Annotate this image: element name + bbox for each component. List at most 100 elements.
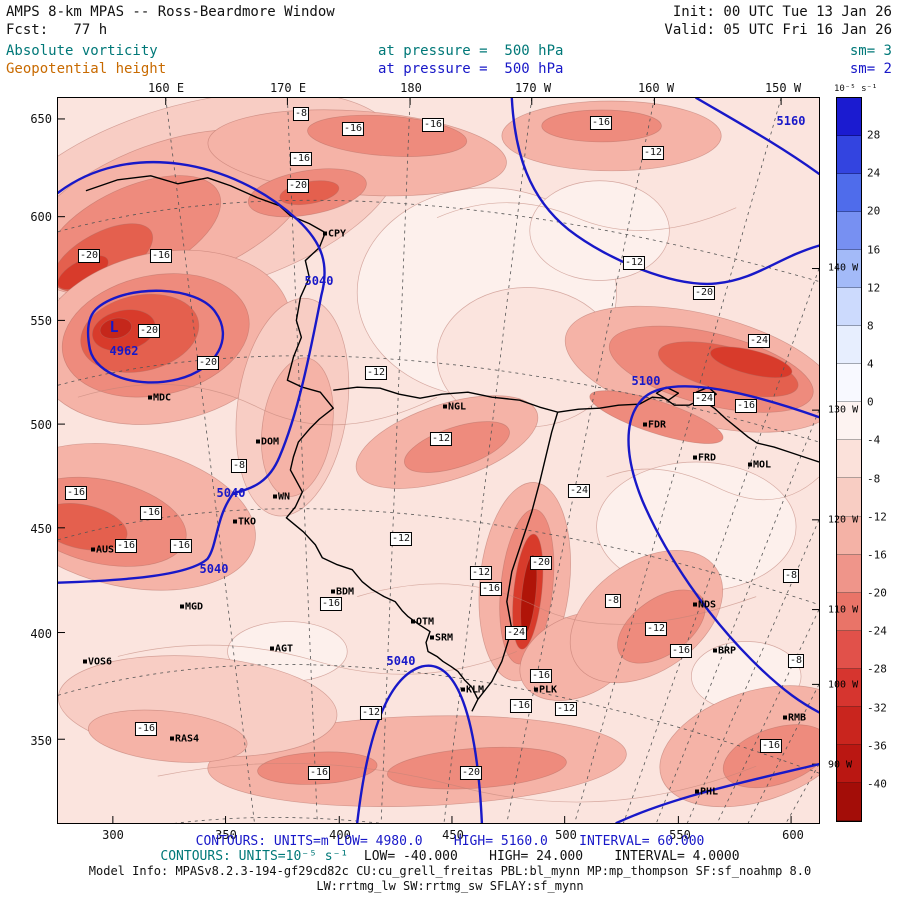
x-axis-top-tick: 170 W: [514, 81, 552, 95]
station-marker: OTM: [411, 617, 434, 628]
height-contour-label: 5040: [199, 562, 229, 576]
station-marker: AGT: [270, 644, 293, 655]
vorticity-contour-label: -16: [134, 722, 158, 736]
station-marker: NDS: [693, 600, 716, 611]
vorticity-contour-label: -24: [567, 484, 591, 498]
colorbar-segment: [837, 136, 861, 175]
y-axis-left-tick: 600: [30, 210, 52, 224]
colorbar-tick: 12: [867, 281, 881, 295]
axis-tick-marks: [58, 98, 819, 823]
colorbar-tick: 4: [867, 357, 874, 371]
y-axis-left-tick: 350: [30, 734, 52, 748]
vorticity-contour-label: -12: [622, 256, 646, 270]
x-axis-bottom-tick: 450: [442, 828, 464, 842]
vorticity-contour-label: -16: [734, 399, 758, 413]
x-axis-top-tick: 160 E: [147, 81, 185, 95]
station-marker: DOM: [256, 437, 279, 448]
colorbar-tick: 8: [867, 319, 874, 333]
y-axis-left-tick: 500: [30, 418, 52, 432]
colorbar-segment: [837, 592, 861, 631]
station-marker: RMB: [783, 713, 806, 724]
colorbar-segment: [837, 782, 861, 821]
colorbar-segment: [837, 288, 861, 327]
vorticity-contour-label: -12: [364, 366, 388, 380]
vorticity-contour-label: -16: [319, 597, 343, 611]
vorticity-contour-label: -24: [504, 626, 528, 640]
vorticity-contour-label: -16: [289, 152, 313, 166]
station-marker: FDR: [643, 420, 666, 431]
station-marker: BDM: [331, 587, 354, 598]
colorbar-tick: 28: [867, 128, 881, 142]
field2-pressure: at pressure = 500 hPa: [378, 61, 564, 77]
vorticity-contour-label: -12: [644, 622, 668, 636]
colorbar-tick: -24: [867, 624, 887, 638]
vorticity-contour-label: -16: [589, 116, 613, 130]
vorticity-contour-label: -20: [137, 324, 161, 338]
x-axis-top-tick: 180: [400, 81, 422, 95]
colorbar-segment: [837, 478, 861, 517]
colorbar-tick: -28: [867, 662, 887, 676]
colorbar-segment: [837, 402, 861, 441]
colorbar-tick: -12: [867, 510, 887, 524]
x-axis-top-tick: 170 E: [269, 81, 307, 95]
colorbar-tick: 20: [867, 204, 881, 218]
map-plot-area: 160 E 170 E 180 170 W 160 W 150 W 650 600 550 50…: [30, 81, 820, 842]
colorbar-segment: [837, 364, 861, 403]
colorbar-segment: [837, 554, 861, 593]
colorbar-segments: [837, 98, 861, 821]
forecast-hour-label: Fcst: 77 h: [6, 22, 108, 38]
x-axis-bottom-tick: 400: [329, 828, 351, 842]
colorbar-segment: [837, 326, 861, 365]
vorticity-contour-label: -24: [747, 334, 771, 348]
vorticity-contour-label: -16: [341, 122, 365, 136]
grid-lines: [58, 98, 819, 823]
height-contour-label: 5100: [631, 374, 661, 388]
height-contour-label: 5040: [216, 486, 246, 500]
field1-pressure: at pressure = 500 hPa: [378, 43, 564, 59]
height-contour-label: 5160: [776, 114, 806, 128]
longitude-label: 130 W: [828, 404, 859, 416]
valid-time-label: Valid: 05 UTC Fri 16 Jan 26: [664, 22, 892, 38]
station-marker: CPY: [323, 229, 346, 240]
vorticity-contour-label: -12: [641, 146, 665, 160]
vorticity-contour-label: -16: [307, 766, 331, 780]
vorticity-contour-label: -16: [479, 582, 503, 596]
vorticity-contour-info-units: CONTOURS: UNITS=10⁻⁵ s⁻¹: [160, 849, 357, 864]
station-marker: TKO: [233, 517, 256, 528]
vorticity-contour-info: CONTOURS: UNITS=10⁻⁵ s⁻¹ LOW= -40.000 HI…: [0, 849, 900, 864]
vorticity-contour-label: -8: [292, 107, 310, 121]
x-axis-bottom-tick: 300: [102, 828, 124, 842]
init-time-label: Init: 00 UTC Tue 13 Jan 26: [672, 4, 892, 20]
vorticity-contour-label: -16: [64, 486, 88, 500]
vorticity-contour-label: -20: [196, 356, 220, 370]
vorticity-contour-label: -20: [459, 766, 483, 780]
vorticity-contour-label: -16: [139, 506, 163, 520]
colorbar-segment: [837, 744, 861, 783]
colorbar-tick-labels: 28 24 20 16 12 8 4 0 -4 -8 -12 -16 -20 -24 -28 -32 -36 -4…: [867, 97, 897, 822]
colorbar-segment: [837, 706, 861, 745]
station-marker: KLM: [461, 685, 484, 696]
colorbar-tick: -40: [867, 777, 887, 791]
x-axis-top-tick: 160 W: [637, 81, 675, 95]
station-marker: VOS6: [83, 657, 112, 668]
longitude-label: 110 W: [828, 604, 859, 616]
vorticity-contour-label: -12: [389, 532, 413, 546]
y-axis-left-tick: 550: [30, 314, 52, 328]
x-axis-bottom-tick: 500: [555, 828, 577, 842]
y-axis-left-tick: 450: [30, 522, 52, 536]
colorbar-tick: 16: [867, 243, 881, 257]
colorbar-tick: -20: [867, 586, 887, 600]
station-marker: NGL: [443, 402, 466, 413]
station-marker: BRP: [713, 646, 736, 657]
station-marker: WN: [273, 492, 290, 503]
vorticity-contour-label: -12: [554, 702, 578, 716]
colorbar-tick: -16: [867, 548, 887, 562]
vorticity-contour-label: -16: [421, 118, 445, 132]
colorbar-segment: [837, 174, 861, 213]
x-axis-top-tick: 150 W: [764, 81, 802, 95]
model-info-line2: LW:rrtmg_lw SW:rrtmg_sw SFLAY:sf_mynn: [316, 879, 584, 893]
longitude-label: 90 W: [828, 759, 853, 771]
station-marker: FRD: [693, 453, 716, 464]
station-marker: PHL: [695, 787, 718, 798]
